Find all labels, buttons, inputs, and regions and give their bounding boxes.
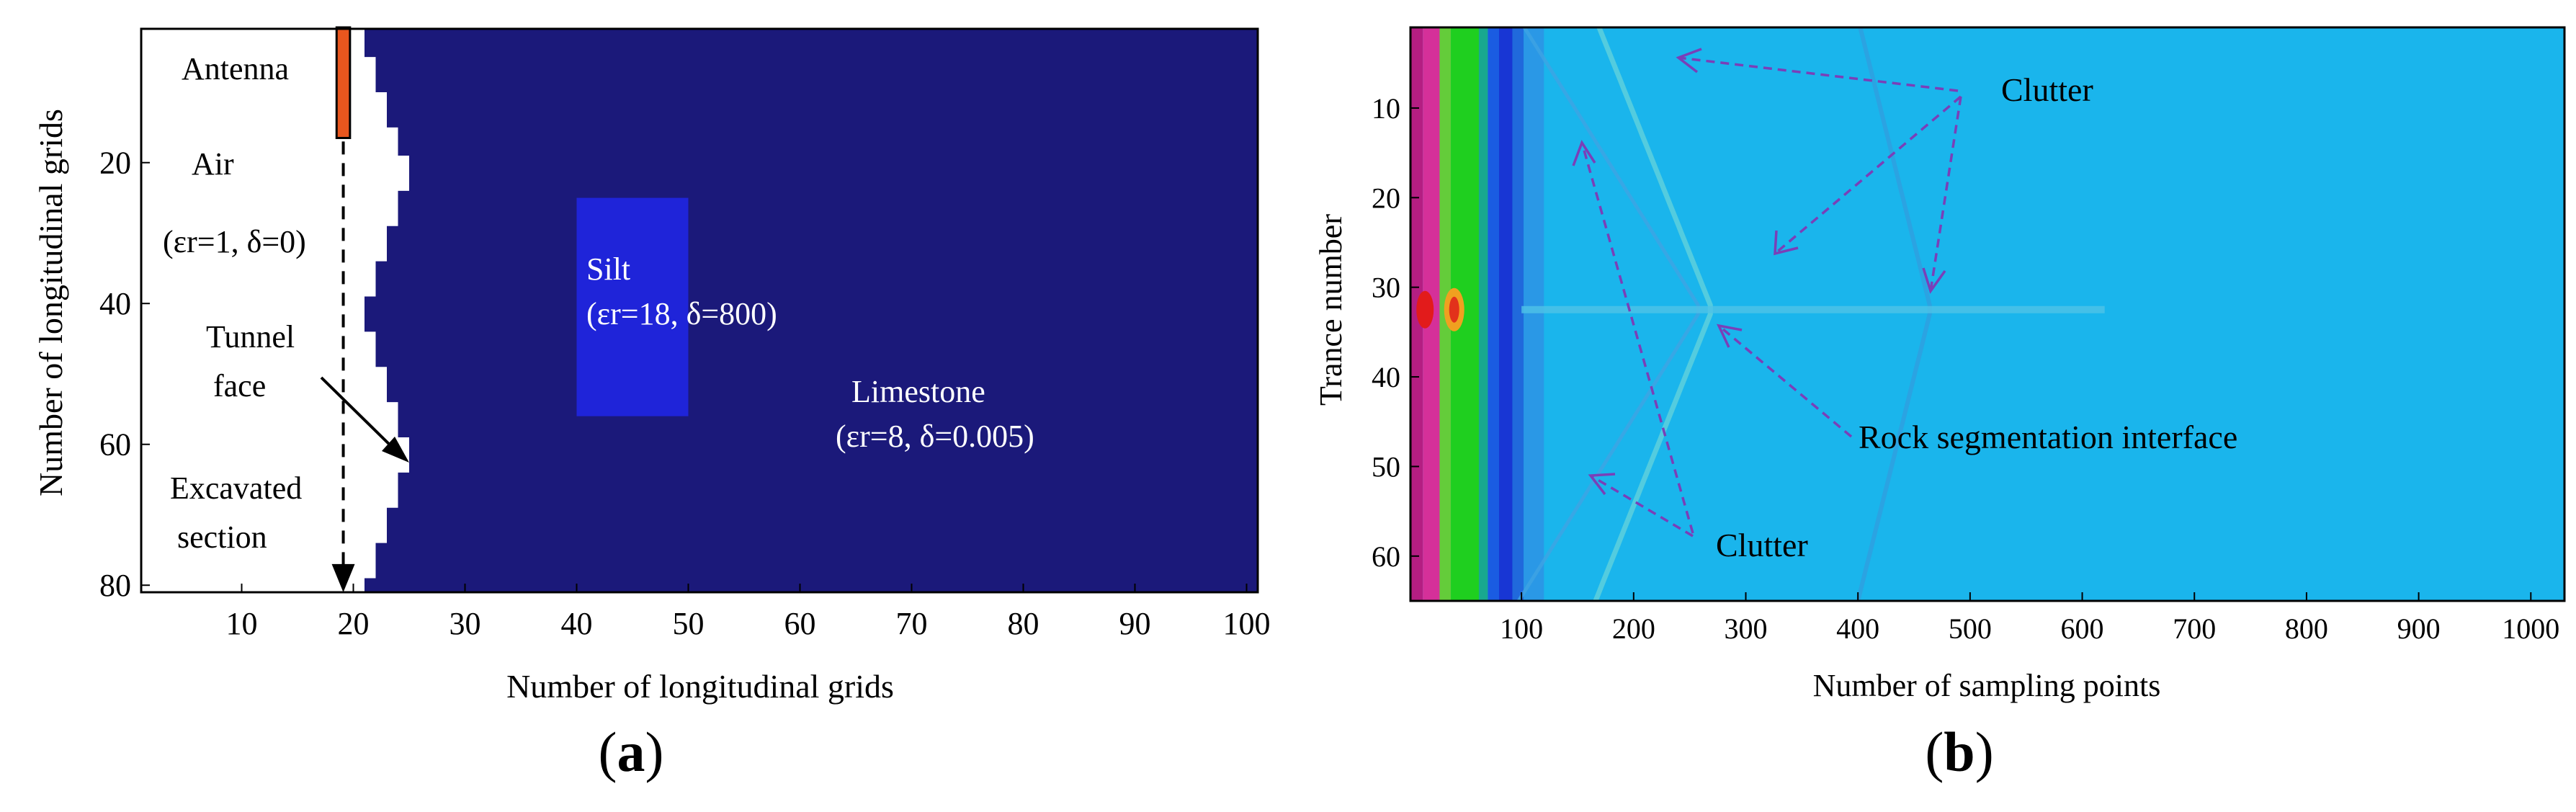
clutter-curve: [1517, 26, 1700, 602]
panel-b: 100 200 300 400 500 600 700 800 900 1000 10 20 30 40 5…: [1313, 26, 2566, 783]
scan-direction-arrow-head: [331, 563, 355, 592]
panel-a-x-tick-label: 20: [338, 606, 370, 641]
panel-b-x-tick-label: 900: [2397, 612, 2441, 645]
panel-a-plot-area: 10 20 30 40 50 60 70 80 90 100 20 40 60 80: [99, 26, 1271, 641]
air-params-label: (εr=1, δ=0): [163, 224, 306, 259]
tunnel-face-arrow: [320, 376, 399, 454]
signal-band: [1524, 27, 1544, 601]
signal-band: [1512, 27, 1524, 601]
clutter-arrow-3: [1929, 96, 1962, 292]
panel-a-x-tick-label: 30: [450, 606, 481, 641]
panel-a-xlabel: Number of longitudinal grids: [506, 668, 894, 705]
panel-a-label: (a): [599, 720, 664, 783]
panel-a-x-tick-label: 90: [1119, 606, 1151, 641]
clutter-arrow-head-5: [1588, 473, 1616, 496]
panel-b-x-tick-label: 800: [2285, 612, 2328, 645]
signal-band: [1410, 27, 1423, 601]
signal-band: [1478, 27, 1488, 601]
panel-b-annotations: Clutter Clutter Rock segmentation interf…: [1572, 48, 2237, 563]
panel-a-y-tick-label: 40: [99, 286, 131, 321]
air-label: Air: [192, 146, 234, 182]
clutter-arrow-5: [1590, 474, 1694, 537]
panel-b-y-tick-label: 20: [1372, 182, 1400, 214]
panel-b-frame: [1409, 26, 2566, 602]
clutter-arrow-heads: [1572, 48, 1946, 496]
signal-band: [1488, 27, 1499, 601]
panel-b-y-tick-label: 50: [1372, 450, 1400, 483]
limestone-params-label: (εr=8, δ=0.005): [836, 419, 1034, 454]
panel-a-y-tick-label: 20: [99, 146, 131, 181]
clutter-curve: [1593, 26, 1713, 602]
panel-a-y-tick-label: 60: [99, 427, 131, 463]
clutter-top-label: Clutter: [2001, 71, 2093, 108]
panel-b-x-tick-label: 600: [2061, 612, 2104, 645]
clutter-arrow-1: [1678, 56, 1959, 92]
panel-b-y-tick-label: 30: [1372, 272, 1400, 304]
reflection-spot: [1449, 296, 1459, 323]
clutter-arrow-4: [1580, 142, 1694, 534]
excavated-label: Excavated: [170, 470, 302, 506]
antenna-label: Antenna: [182, 51, 289, 86]
panel-b-background: [1410, 27, 2564, 601]
clutter-arrow-head-3: [1922, 267, 1946, 294]
panel-a-x-tick-label: 50: [673, 606, 705, 641]
silt-params-label: (εr=18, δ=800): [586, 296, 777, 331]
tunnel-label: Tunnel: [206, 319, 295, 354]
panel-b-y-tick-label: 40: [1372, 361, 1400, 393]
panel-b-x-tick-label: 700: [2173, 612, 2216, 645]
panel-b-x-tick-label: 300: [1724, 612, 1767, 645]
antenna-marker: [335, 26, 352, 140]
reflection-spot: [1416, 290, 1434, 329]
panel-a-ylabel: Number of longitudinal grids: [32, 109, 69, 496]
panel-b-xlabel: Number of sampling points: [1813, 668, 2161, 703]
panel-a-x-tick-label: 100: [1223, 606, 1271, 641]
panel-b-ylabel: Trance number: [1313, 214, 1349, 406]
silt-label: Silt: [586, 251, 630, 287]
clutter-arrow-head-4: [1572, 140, 1596, 166]
panel-b-x-tick-label: 400: [1836, 612, 1879, 645]
panel-b-letter: b: [1944, 720, 1975, 783]
interface-arrow-head: [1716, 324, 1743, 348]
clutter-curve: [1856, 27, 1932, 602]
face-label: face: [213, 368, 266, 403]
clutter-bottom-label: Clutter: [1716, 527, 1808, 563]
panel-b-x-tick-label: 1000: [2502, 612, 2559, 645]
silt-region: [576, 197, 689, 416]
rock-interface-label: Rock segmentation interface: [1859, 419, 2237, 455]
signal-band: [1498, 27, 1513, 601]
panel-a-x-tick-label: 40: [561, 606, 593, 641]
section-label: section: [177, 519, 267, 555]
panel-a: 10 20 30 40 50 60 70 80 90 100 20 40 60 80 Antenna Ai…: [32, 26, 1271, 783]
clutter-arrows: [1580, 56, 1962, 537]
tunnel-face-arrow-head: [382, 437, 409, 463]
clutter-arrow-head-1: [1676, 48, 1702, 73]
panel-a-letter: a: [617, 720, 645, 783]
panel-b-y-tick-label: 60: [1372, 540, 1400, 573]
panel-b-label: (b): [1925, 720, 1993, 783]
panel-b-x-tick-label: 100: [1500, 612, 1543, 645]
panel-a-frame: [140, 27, 1259, 594]
panel-a-x-tick-label: 80: [1008, 606, 1039, 641]
panel-b-y-tick-label: 10: [1372, 92, 1400, 125]
panel-a-y-tick-label: 80: [99, 568, 131, 603]
panel-b-x-tick-label: 500: [1949, 612, 1992, 645]
panel-b-x-tick-label: 200: [1612, 612, 1655, 645]
clutter-arrow-2: [1774, 95, 1962, 255]
panel-a-x-tick-label: 60: [784, 606, 816, 641]
panel-b-plot-area: 100 200 300 400 500 600 700 800 900 1000 10 20 30 40 5…: [1372, 26, 2566, 645]
panel-a-x-tick-label: 10: [226, 606, 258, 641]
clutter-arrow-head-2: [1774, 230, 1799, 256]
panel-a-x-tick-label: 70: [896, 606, 928, 641]
limestone-label: Limestone: [851, 374, 985, 409]
panel-a-annotations: Antenna Air (εr=1, δ=0) Tunnel face Exca…: [163, 51, 1034, 555]
